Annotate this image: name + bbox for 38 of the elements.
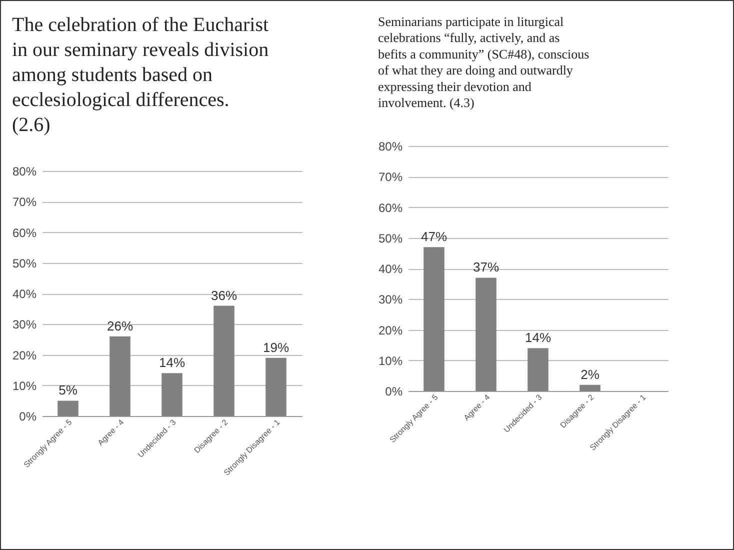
y-tick-label: 20% — [378, 323, 403, 338]
data-label: 36% — [210, 288, 238, 303]
bar — [476, 278, 496, 391]
bar — [424, 247, 444, 391]
y-tick-label: 0% — [385, 384, 403, 398]
y-tick-label: 70% — [12, 195, 37, 210]
bar — [162, 373, 182, 416]
y-tick-label: 70% — [378, 170, 403, 184]
y-tick-label: 10% — [378, 354, 403, 368]
y-tick-label: 40% — [12, 287, 37, 301]
y-tick-label: 30% — [378, 292, 403, 307]
chart-title: Seminarians participate in liturgical celebrations “fully, actively, and as befits a community” (SC#48), conscious of what they are doing and outwardly expressing their devotion and involvement. (4.3) — [378, 14, 590, 110]
bar — [266, 358, 286, 416]
y-tick-label: 50% — [378, 231, 403, 246]
y-tick-label: 30% — [12, 318, 37, 332]
y-tick-label: 60% — [378, 200, 403, 215]
data-label: 14% — [158, 355, 186, 370]
y-tick-label: 0% — [19, 410, 37, 424]
bar — [58, 400, 78, 416]
data-label: 2% — [580, 366, 600, 382]
data-label: 26% — [106, 318, 134, 334]
y-tick-label: 40% — [378, 262, 403, 276]
data-label: 19% — [262, 340, 290, 355]
bar — [110, 336, 130, 416]
bar — [580, 384, 600, 391]
y-tick-label: 50% — [12, 256, 37, 270]
y-tick-label: 80% — [378, 140, 403, 154]
data-label: 5% — [58, 382, 78, 398]
y-tick-label: 20% — [12, 348, 37, 362]
bar — [528, 348, 548, 391]
bar — [214, 306, 234, 416]
chart-title: The celebration of the Eucharist in our seminary reveals division among students based on ecclesiological differences. (2.6) — [12, 14, 269, 136]
data-label: 14% — [524, 330, 552, 346]
data-label: 47% — [420, 229, 448, 244]
data-label: 37% — [472, 260, 500, 275]
y-tick-label: 80% — [12, 164, 37, 178]
y-tick-label: 10% — [12, 378, 37, 393]
y-tick-label: 60% — [12, 226, 37, 240]
